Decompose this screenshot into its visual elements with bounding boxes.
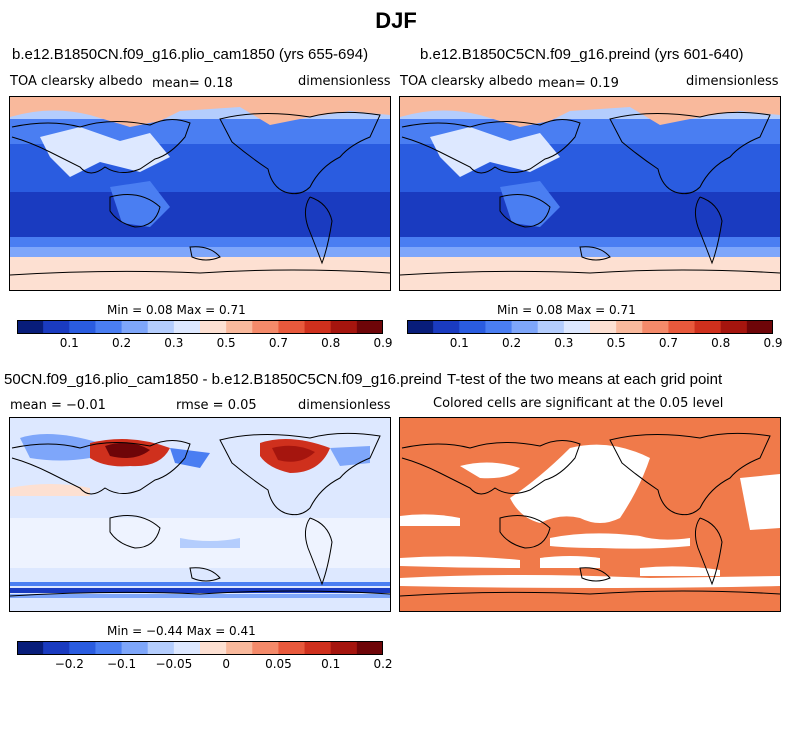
colorbar-tick-label: 0.2 — [502, 336, 522, 350]
colorbar-segment — [537, 320, 565, 334]
colorbar-tick-label: 0.5 — [216, 336, 236, 350]
colorbar-segment — [304, 641, 332, 655]
colorbar-tick-label: 0.3 — [164, 336, 184, 350]
colorbar-tick-label: 0.2 — [373, 657, 393, 671]
colorbar-segment — [616, 320, 643, 334]
colorbar-segment — [511, 320, 539, 334]
panel4-subtitle: Colored cells are significant at the 0.0… — [433, 396, 724, 411]
panel3-rmse: rmse = 0.05 — [176, 398, 257, 413]
colorbar-segment — [252, 641, 279, 655]
panel2-colorbar-ticks: 0.1 0.2 0.3 0.5 0.7 0.8 0.9 — [407, 336, 783, 352]
colorbar-segment — [43, 641, 70, 655]
colorbar-segment — [69, 320, 96, 334]
colorbar-frame — [407, 320, 773, 334]
colorbar-segment — [147, 320, 175, 334]
panel3-map — [9, 417, 391, 612]
panel3-mean: mean = −0.01 — [10, 398, 106, 413]
colorbar-tick-label: 0.9 — [373, 336, 393, 350]
colorbar-segment — [563, 320, 591, 334]
colorbar-frame — [17, 320, 383, 334]
panel1-units: dimensionless — [298, 74, 391, 89]
colorbar-tick-label: 0.7 — [268, 336, 288, 350]
colorbar-segment — [17, 320, 44, 334]
colorbar-tick-label: −0.05 — [155, 657, 193, 671]
colorbar-segment — [226, 320, 253, 334]
colorbar-segment — [200, 641, 227, 655]
colorbar-segment — [173, 641, 201, 655]
panel3-title: 50CN.f09_g16.plio_cam1850 - b.e12.B1850C… — [4, 371, 442, 388]
colorbar-tick-label: 0.3 — [554, 336, 574, 350]
colorbar-segment — [433, 320, 460, 334]
panel3-units: dimensionless — [298, 398, 391, 413]
colorbar-tick-label: 0.8 — [321, 336, 341, 350]
colorbar-tick-label: 0.8 — [711, 336, 731, 350]
colorbar-segment — [459, 320, 486, 334]
panel2-minmax: Min = 0.08 Max = 0.71 — [497, 303, 636, 317]
colorbar-segment — [121, 641, 149, 655]
colorbar-frame — [17, 641, 383, 655]
colorbar-segment — [226, 641, 253, 655]
panel1-title: b.e12.B1850CN.f09_g16.plio_cam1850 (yrs … — [12, 46, 369, 63]
panel2-map — [399, 96, 781, 291]
colorbar-segment — [173, 320, 201, 334]
figure-title: DJF — [375, 8, 417, 33]
colorbar-tick-label: 0.2 — [112, 336, 132, 350]
colorbar-segment — [356, 320, 383, 334]
colorbar-segment — [485, 320, 513, 334]
colorbar-segment — [252, 320, 279, 334]
panel1-colorbar-ticks: 0.1 0.2 0.3 0.5 0.7 0.8 0.9 — [17, 336, 393, 352]
panel1-mean: mean= 0.18 — [152, 76, 233, 91]
panel3-minmax: Min = −0.44 Max = 0.41 — [107, 624, 256, 638]
colorbar-segment — [278, 320, 306, 334]
colorbar-segment — [17, 641, 44, 655]
colorbar-segment — [356, 641, 383, 655]
colorbar-segment — [278, 641, 306, 655]
colorbar-segment — [590, 320, 617, 334]
panel1-variable: TOA clearsky albedo — [10, 74, 143, 89]
panel2-title: b.e12.B1850C5CN.f09_g16.preind (yrs 601-… — [420, 46, 744, 63]
panel1-colorbar — [17, 320, 383, 334]
colorbar-segment — [330, 641, 358, 655]
colorbar-tick-label: 0.5 — [606, 336, 626, 350]
colorbar-segment — [43, 320, 70, 334]
colorbar-segment — [330, 320, 358, 334]
colorbar-segment — [407, 320, 434, 334]
colorbar-segment — [95, 320, 123, 334]
colorbar-segment — [69, 641, 96, 655]
panel2-mean: mean= 0.19 — [538, 76, 619, 91]
colorbar-tick-label: 0.1 — [59, 336, 79, 350]
panel4-map — [399, 417, 781, 612]
panel2-variable: TOA clearsky albedo — [400, 74, 533, 89]
colorbar-segment — [147, 641, 175, 655]
panel2-units: dimensionless — [686, 74, 779, 89]
colorbar-segment — [668, 320, 696, 334]
colorbar-segment — [304, 320, 332, 334]
colorbar-tick-label: 0.05 — [265, 657, 292, 671]
panel1-minmax: Min = 0.08 Max = 0.71 — [107, 303, 246, 317]
panel1-map — [9, 96, 391, 291]
colorbar-segment — [642, 320, 669, 334]
colorbar-tick-label: 0.1 — [449, 336, 469, 350]
colorbar-segment — [121, 320, 149, 334]
colorbar-segment — [200, 320, 227, 334]
colorbar-tick-label: 0.9 — [763, 336, 783, 350]
colorbar-segment — [95, 641, 123, 655]
colorbar-tick-label: −0.2 — [54, 657, 84, 671]
panel3-colorbar-ticks: −0.2 −0.1 −0.05 0 0.05 0.1 0.2 — [17, 657, 393, 673]
colorbar-segment — [720, 320, 748, 334]
colorbar-tick-label: −0.1 — [106, 657, 137, 671]
colorbar-tick-label: 0 — [222, 657, 230, 671]
colorbar-segment — [746, 320, 773, 334]
panel2-colorbar — [407, 320, 773, 334]
colorbar-tick-label: 0.7 — [658, 336, 678, 350]
panel4-title: T-test of the two means at each grid poi… — [447, 371, 723, 388]
panel3-colorbar — [17, 641, 383, 655]
colorbar-tick-label: 0.1 — [321, 657, 341, 671]
colorbar-segment — [694, 320, 722, 334]
